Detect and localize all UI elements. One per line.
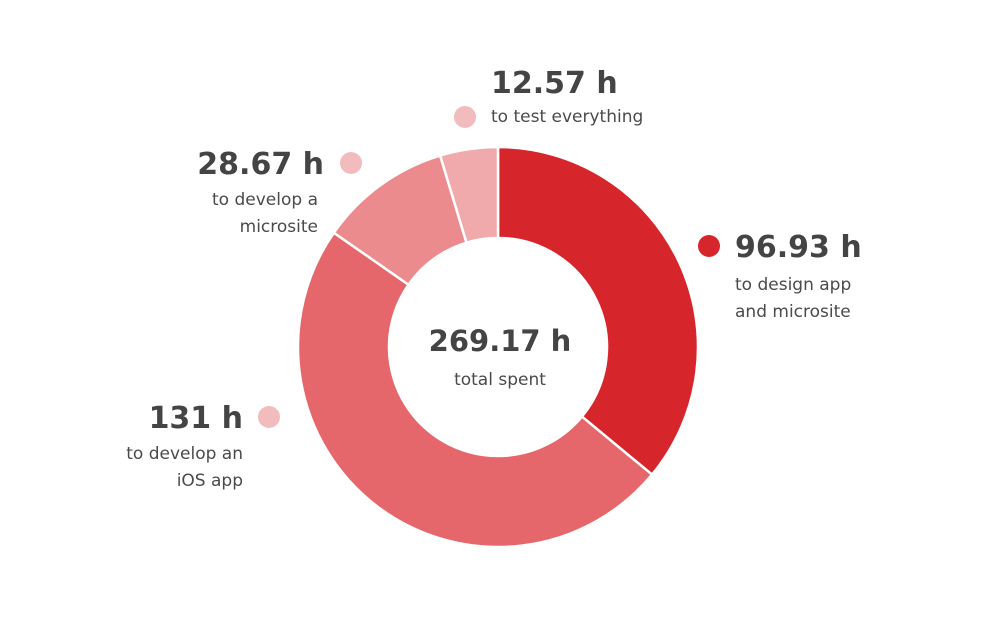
legend-dot-design xyxy=(698,235,720,257)
center-total-value: 269.17 h xyxy=(429,324,572,358)
slice-desc-design-line1: to design app xyxy=(735,275,851,295)
slice-desc-design-line2: and microsite xyxy=(735,302,851,322)
donut-slice-ios xyxy=(296,231,654,549)
slice-desc-test-line1: to test everything xyxy=(491,107,643,127)
slice-label-ios: 131 h to develop an iOS app xyxy=(126,401,280,491)
slice-value-test: 12.57 h xyxy=(491,66,618,101)
legend-dot-microsite xyxy=(340,152,362,174)
slice-desc-microsite-line2: microsite xyxy=(240,217,318,237)
legend-dot-test xyxy=(454,106,476,128)
slice-label-design: 96.93 h to design app and microsite xyxy=(698,230,862,322)
slice-label-microsite: 28.67 h to develop a microsite xyxy=(197,147,362,237)
donut-slices xyxy=(296,145,700,549)
slice-desc-ios-line2: iOS app xyxy=(177,471,243,491)
center-total-label: total spent xyxy=(454,370,546,390)
slice-value-microsite: 28.67 h xyxy=(197,147,324,182)
slice-desc-microsite-line1: to develop a xyxy=(212,190,318,210)
slice-value-design: 96.93 h xyxy=(735,230,862,265)
slice-value-ios: 131 h xyxy=(149,401,243,436)
slice-label-test: 12.57 h to test everything xyxy=(454,66,643,128)
donut-slice-test xyxy=(438,145,500,244)
legend-dot-ios xyxy=(258,406,280,428)
donut-slice-design xyxy=(496,145,700,476)
slice-desc-ios-line1: to develop an xyxy=(126,444,243,464)
